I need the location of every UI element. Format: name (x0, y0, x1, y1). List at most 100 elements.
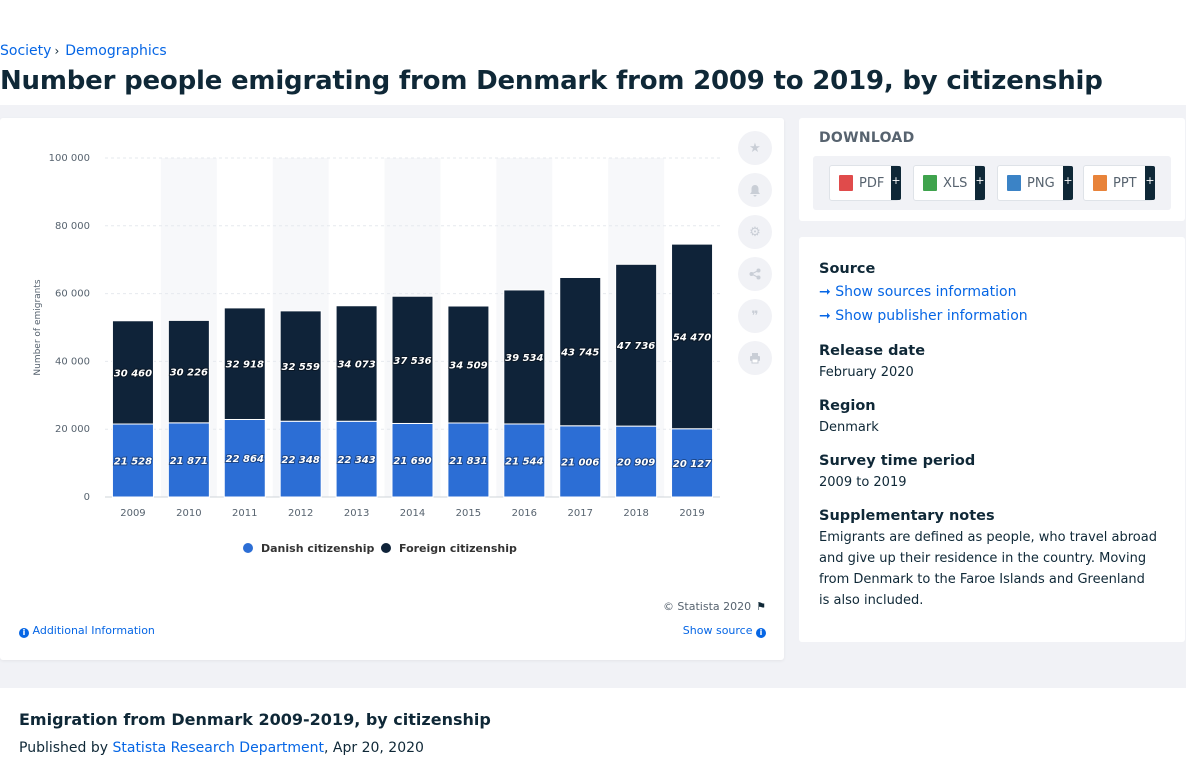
data-label-danish: 21 831 (449, 456, 487, 467)
data-label-danish: 20 127 (673, 459, 711, 470)
data-label-foreign: 32 918 (226, 360, 264, 371)
download-xls-plus[interactable]: + (975, 166, 985, 200)
xls-file-icon (923, 175, 937, 191)
additional-info-link[interactable]: i Additional Information (19, 624, 155, 638)
pdf-file-icon (839, 175, 853, 191)
page-title: Number people emigrating from Denmark fr… (0, 66, 1103, 96)
bar-danish (279, 420, 322, 498)
info-icon: i (756, 628, 766, 638)
y-axis-title: Number of emigrants (33, 279, 43, 376)
download-png-plus[interactable]: + (1063, 166, 1073, 200)
bar-foreign (671, 243, 714, 430)
publication-date: , Apr 20, 2020 (324, 740, 424, 756)
region-heading: Region (819, 398, 876, 414)
data-label-danish: 20 909 (617, 458, 655, 469)
download-title: DOWNLOAD (819, 130, 915, 146)
download-pdf-label: PDF (859, 175, 885, 191)
data-label-foreign: 47 736 (616, 341, 655, 352)
print-icon[interactable] (738, 341, 772, 375)
show-source-label: Show source (682, 624, 753, 637)
bar-foreign (559, 276, 602, 427)
published-by-label: Published by (19, 740, 109, 756)
share-icon[interactable] (738, 257, 772, 291)
source-heading: Source (819, 261, 876, 277)
legend-label-danish: Danish citizenship (261, 542, 375, 555)
data-label-foreign: 34 509 (449, 361, 487, 372)
data-label-danish: 22 864 (226, 454, 264, 465)
breadcrumb-society[interactable]: Society (0, 43, 52, 59)
period-heading: Survey time period (819, 453, 976, 469)
bar-foreign (335, 305, 378, 422)
x-tick-label: 2011 (232, 508, 257, 519)
bar-foreign (615, 263, 658, 427)
data-label-foreign: 37 536 (393, 356, 431, 367)
x-tick-label: 2015 (456, 508, 481, 519)
download-xls-label: XLS (943, 175, 968, 191)
breadcrumb: Society › Demographics (0, 43, 167, 59)
show-sources-link[interactable]: ➞ Show sources information (819, 284, 1016, 300)
data-label-foreign: 30 226 (170, 368, 208, 379)
x-tick-label: 2019 (679, 508, 704, 519)
legend-marker-foreign (381, 543, 391, 553)
chart-card: 0 20 000 40 000 60 000 80 000 100 000 Number o… (0, 118, 784, 660)
y-tick-label: 20 000 (55, 424, 90, 435)
additional-info-label: Additional Information (32, 624, 155, 637)
download-xls-button[interactable]: XLS + (913, 165, 985, 201)
bar-danish (671, 428, 714, 498)
y-tick-label: 80 000 (55, 221, 90, 232)
x-tick-label: 2013 (344, 508, 369, 519)
bar-danish (111, 423, 154, 498)
breadcrumb-demographics[interactable]: Demographics (65, 43, 167, 59)
release-heading: Release date (819, 343, 926, 359)
data-label-danish: 21 544 (505, 456, 543, 467)
data-label-foreign: 54 470 (673, 332, 711, 343)
show-publisher-link[interactable]: ➞ Show publisher information (819, 308, 1028, 324)
data-label-danish: 21 690 (393, 456, 431, 467)
x-tick-label: 2017 (568, 508, 593, 519)
bar-danish (615, 425, 658, 498)
download-ppt-plus[interactable]: + (1145, 166, 1155, 200)
download-pdf-plus[interactable]: + (891, 166, 901, 200)
copyright-text: © Statista 2020 (662, 600, 752, 613)
notes-heading: Supplementary notes (819, 508, 995, 524)
bar-foreign (223, 307, 266, 420)
gear-icon[interactable]: ⚙ (738, 215, 772, 249)
y-tick-label: 100 000 (49, 153, 90, 164)
release-value: February 2020 (819, 365, 914, 380)
bar-danish (559, 425, 602, 498)
x-tick-label: 2014 (400, 508, 425, 519)
statistic-details-card: Source ➞ Show sources information ➞ Show… (799, 237, 1185, 642)
bar-foreign (503, 289, 546, 425)
arrow-right-icon: ➞ (819, 308, 831, 324)
data-label-foreign: 32 559 (282, 362, 320, 373)
arrow-right-icon: ➞ (819, 284, 831, 300)
data-label-foreign: 39 534 (505, 353, 543, 364)
data-label-foreign: 43 745 (560, 348, 599, 359)
png-file-icon (1007, 175, 1021, 191)
show-sources-label: Show sources information (835, 284, 1017, 300)
download-png-button[interactable]: PNG + (997, 165, 1073, 201)
data-label-danish: 22 343 (337, 455, 375, 466)
period-value: 2009 to 2019 (819, 475, 907, 490)
bell-icon[interactable] (738, 173, 772, 207)
show-source-link[interactable]: Show source i (683, 624, 766, 638)
star-icon[interactable]: ★ (738, 131, 772, 165)
quote-icon[interactable]: ❞ (738, 299, 772, 333)
bar-foreign (279, 310, 322, 422)
y-tick-label: 0 (84, 492, 90, 503)
legend-label-foreign: Foreign citizenship (399, 542, 517, 555)
publisher-link[interactable]: Statista Research Department (112, 740, 325, 756)
chart: 0 20 000 40 000 60 000 80 000 100 000 Number o… (33, 153, 720, 555)
download-ppt-button[interactable]: PPT + (1083, 165, 1155, 201)
flag-icon[interactable]: ⚑ (756, 600, 766, 613)
publication-byline: Published by Statista Research Departmen… (19, 740, 424, 756)
download-pdf-button[interactable]: PDF + (829, 165, 901, 201)
breadcrumb-separator: › (54, 44, 60, 58)
x-tick-label: 2009 (120, 508, 145, 519)
show-publisher-label: Show publisher information (835, 308, 1028, 324)
download-card: DOWNLOAD PDF + XLS + PNG + PPT + (799, 118, 1185, 221)
header-area (0, 0, 1186, 105)
bar-danish (335, 420, 378, 498)
data-label-danish: 22 348 (282, 455, 320, 466)
data-label-danish: 21 528 (114, 457, 152, 468)
